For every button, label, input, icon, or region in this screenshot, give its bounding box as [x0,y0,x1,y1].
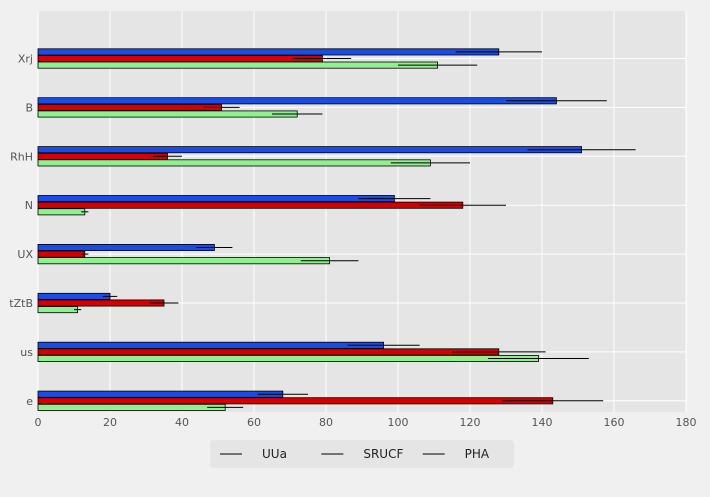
bar [37,195,395,203]
x-tick-label: 100 [388,416,409,429]
bar [37,243,215,251]
y-tick-label: N [25,199,33,212]
bar [37,257,331,265]
bar [37,208,86,216]
x-tick-label: 20 [103,416,117,429]
y-tick-label: Xrj [18,53,33,66]
bar [37,97,557,105]
y-tick-label: UX [17,248,33,261]
x-tick-label: 140 [532,416,553,429]
y-tick-label: us [20,346,33,359]
bar [37,306,78,314]
x-tick-label: 180 [676,416,697,429]
y-tick-label: B [25,101,33,114]
y-tick-label: tZtB [9,297,33,310]
bar [37,55,323,63]
bar [37,348,500,356]
bar [37,201,464,209]
x-axis-ticks: 0 20 40 60 80 100 120 140 160 180 [35,416,697,429]
x-tick-label: 0 [35,416,42,429]
x-tick-label: 120 [460,416,481,429]
bar [37,403,226,411]
bar [37,397,554,405]
bar [37,48,500,56]
x-tick-label: 60 [247,416,261,429]
bar [37,292,111,300]
bar [37,159,431,167]
bar [37,61,439,69]
y-tick-label: RhH [10,150,33,163]
legend-label-uua: UUa [262,447,287,461]
bar [37,354,539,362]
x-tick-label: 160 [604,416,625,429]
legend-label-srucf: SRUCF [363,447,403,461]
legend-label-pha: PHA [465,447,490,461]
bar [37,110,298,118]
x-tick-label: 80 [319,416,333,429]
y-tick-label: e [26,395,33,408]
x-tick-label: 40 [175,416,189,429]
bar [37,103,223,111]
bar [37,152,169,160]
bar [37,299,165,307]
bar [37,341,385,349]
legend-box [210,440,514,468]
legend: UUa SRUCF PHA [210,440,514,468]
bar [37,390,284,398]
bar [37,146,582,154]
bar [37,250,86,258]
y-axis-ticks: Xrj B RhH N UX tZtB us e [9,53,33,408]
bars [37,48,636,411]
